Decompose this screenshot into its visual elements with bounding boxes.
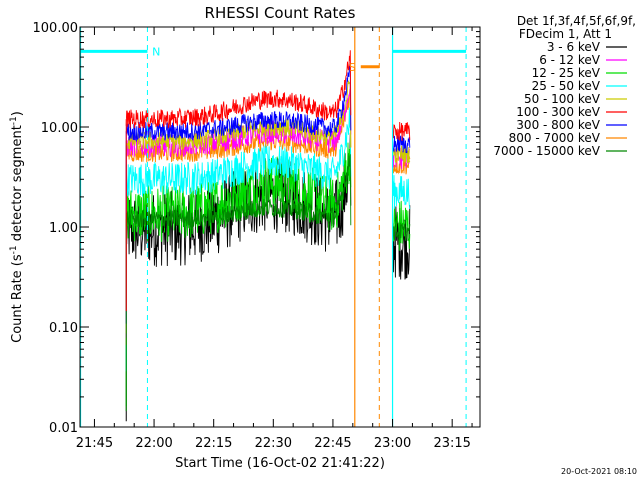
y-axis-label-end: ) (10, 111, 25, 116)
series-segment (392, 135, 411, 154)
series-segment (125, 154, 352, 229)
legend-entry-label: 800 - 7000 keV (509, 131, 601, 145)
y-tick-label: 100.00 (33, 21, 79, 36)
legend-entry-label: 50 - 100 keV (524, 92, 601, 106)
x-tick-label: 21:45 (76, 436, 113, 451)
y-axis-label-main: Count Rate (s (10, 254, 25, 343)
legend-entry-label: 300 - 800 keV (516, 118, 600, 132)
legend-entry-label: 12 - 25 keV (532, 66, 601, 80)
legend-entry-label: 6 - 12 keV (539, 53, 601, 67)
y-axis-label-mid: detector segment (10, 125, 25, 245)
x-tick-label: 22:30 (255, 436, 292, 451)
legend-entry-label: 100 - 300 keV (516, 105, 600, 119)
series-segment (392, 175, 411, 209)
footer-timestamp: 20-Oct-2021 08:10 (561, 467, 637, 476)
legend-header-line1: Det 1f,3f,4f,5f,6f,9f, (517, 14, 636, 28)
axis-ticks: 21:45 22:00 22:15 22:30 22:45 23:00 23:15 0.01 0… (33, 21, 480, 451)
y-tick-label: 0.01 (49, 421, 78, 436)
x-tick-label: 23:00 (374, 436, 411, 451)
legend-entry-label: 7000 - 15000 keV (493, 144, 600, 158)
y-axis-label: Count Rate (s-1 detector segment-1) (9, 111, 25, 343)
series-segment (125, 88, 352, 163)
y-tick-label: 10.00 (41, 121, 78, 136)
legend-entry-label: 3 - 6 keV (547, 40, 601, 54)
x-tick-label: 22:00 (135, 436, 172, 451)
series-segment (125, 65, 352, 143)
night-flag-label: N (152, 45, 160, 58)
series-segment (125, 80, 352, 151)
y-tick-label: 1.00 (49, 221, 78, 236)
x-tick-label: 23:15 (433, 436, 470, 451)
saa-flag-label: S (349, 61, 356, 74)
x-tick-label: 22:45 (314, 436, 351, 451)
x-axis-label: Start Time (16-Oct-02 21:41:22) (175, 456, 385, 471)
y-axis-label-sup1: -1 (9, 245, 19, 254)
x-tick-label: 22:15 (195, 436, 232, 451)
legend-entry-label: 25 - 50 keV (532, 79, 601, 93)
series-line (125, 50, 411, 312)
legend-header-line2: FDecim 1, Att 1 (519, 27, 612, 41)
chart-title: RHESSI Count Rates (205, 4, 356, 22)
series-segment (125, 50, 352, 129)
legend: Det 1f,3f,4f,5f,6f,9f, FDecim 1, Att 1 3… (493, 14, 636, 158)
series-segment (392, 121, 411, 142)
series-segment (392, 205, 411, 280)
y-axis-label-sup2: -1 (9, 116, 19, 125)
series-segment (392, 222, 411, 241)
y-tick-label: 0.10 (49, 321, 78, 336)
series-segment (125, 107, 352, 197)
